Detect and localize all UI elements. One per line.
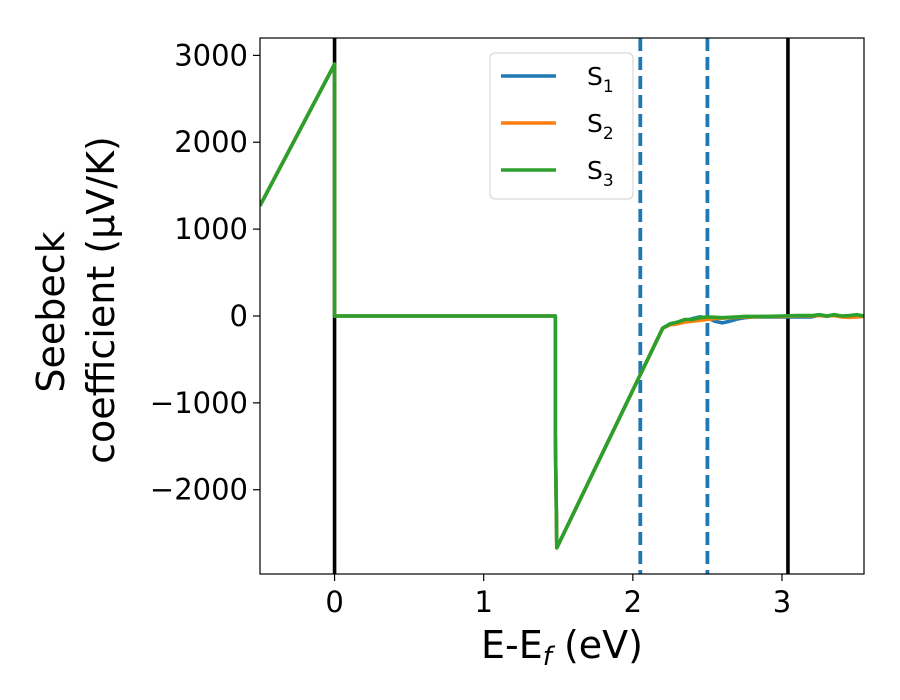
y-axis-title-line1: Seebeck: [29, 231, 73, 392]
x-axis-ticks: 0 1 2 3: [325, 574, 791, 619]
y-tick-label: 1000: [174, 212, 248, 246]
x-tick-label: 0: [325, 585, 343, 619]
legend-label-3: S3: [587, 156, 614, 191]
y-axis-title-line2: coefficient (μV/K): [79, 136, 123, 464]
y-tick-label: −1000: [150, 386, 248, 420]
y-tick-label: −2000: [150, 473, 248, 507]
legend: S1 S2 S3: [489, 52, 634, 200]
x-tick-label: 2: [624, 585, 642, 619]
x-axis-title: E-Ef (eV): [481, 623, 643, 672]
x-tick-label: 1: [474, 585, 492, 619]
series-line-3: [260, 62, 864, 550]
data-series: [260, 62, 864, 550]
y-tick-label: 0: [230, 299, 248, 333]
x-tick-label: 3: [773, 585, 791, 619]
y-axis-ticks: −2000 −1000 0 1000 2000 3000: [150, 38, 260, 507]
legend-label-1: S1: [587, 62, 614, 97]
plot-frame: [259, 37, 865, 575]
y-tick-label: 3000: [174, 38, 248, 72]
y-tick-label: 2000: [174, 125, 248, 159]
legend-label-2: S2: [587, 109, 614, 144]
legend-box: [489, 52, 634, 200]
